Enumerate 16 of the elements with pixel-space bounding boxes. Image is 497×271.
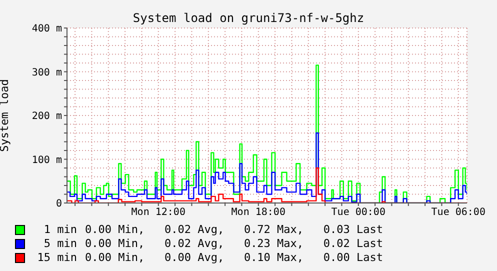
- text: 0.00 Min, 0.02 Avg, 0.72 Max, 0.03 Last: [85, 223, 384, 237]
- y-tick-label: 100 m: [32, 154, 62, 166]
- legend-label: 1 min: [42, 223, 77, 237]
- text: 0.00 Min, 0.00 Avg, 0.10 Max, 0.00 Last: [85, 251, 384, 265]
- y-tick-label: 300 m: [32, 67, 62, 78]
- x-tick-label: Tue 00:00: [331, 207, 386, 218]
- x-tick-label: Mon 18:00: [231, 207, 286, 218]
- x-tick-label: Tue 06:00: [431, 207, 486, 218]
- y-tick-label: 200 m: [32, 111, 62, 122]
- y-tick-label: 0: [56, 198, 62, 210]
- chart-title: System load on gruni73-nf-w-5ghz: [132, 11, 366, 25]
- x-tick-label: Mon 12:00: [131, 207, 186, 218]
- y-tick-label: 400 m: [32, 24, 62, 35]
- text: 0.00 Min, 0.02 Avg, 0.23 Max, 0.02 Last: [85, 237, 384, 251]
- legend-label: 5 min: [42, 237, 77, 251]
- legend-label: 15 min: [36, 251, 77, 265]
